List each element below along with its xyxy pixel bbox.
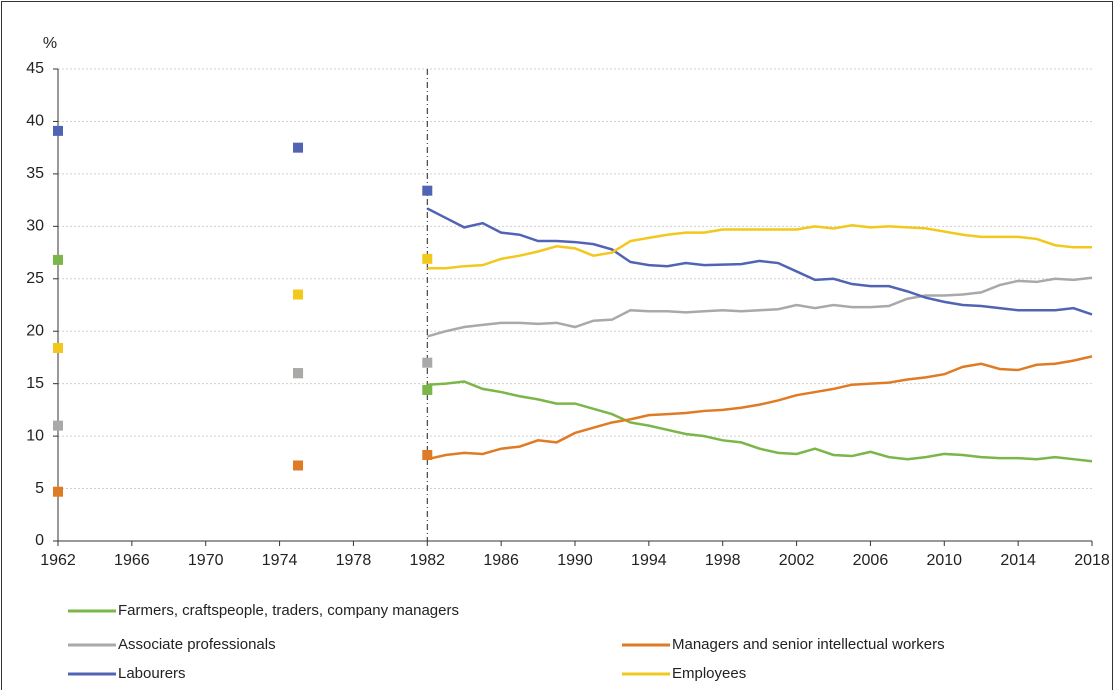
- legend-label: Associate professionals: [118, 636, 276, 653]
- x-tick-label: 1986: [483, 552, 519, 569]
- y-tick-label: 35: [26, 165, 44, 182]
- y-tick-label: 15: [26, 375, 44, 392]
- y-tick-label: 20: [26, 322, 44, 339]
- legend-label: Managers and senior intellectual workers: [672, 636, 945, 653]
- series-line: [426, 207, 1093, 316]
- x-tick-label: 2002: [779, 552, 815, 569]
- y-tick-label: 40: [26, 113, 44, 130]
- census-marker: [293, 289, 304, 300]
- census-marker: [53, 420, 63, 431]
- legend-label: Farmers, craftspeople, traders, company …: [118, 602, 459, 619]
- x-tick-label: 1998: [705, 552, 741, 569]
- y-unit: %: [43, 35, 57, 52]
- census-marker: [422, 384, 433, 395]
- census-marker: [293, 368, 304, 379]
- x-tick-label: 1966: [114, 552, 150, 569]
- series-line: [427, 380, 1093, 463]
- census-marker: [422, 449, 433, 460]
- legend-label: Employees: [672, 665, 746, 682]
- x-tick-label: 1990: [557, 552, 593, 569]
- census-marker: [53, 486, 63, 497]
- census-marker: [53, 254, 63, 265]
- x-tick-label: 1978: [336, 552, 372, 569]
- legend-label: Labourers: [118, 665, 186, 682]
- y-tick-label: 10: [26, 427, 44, 444]
- x-tick-label: 1994: [631, 552, 667, 569]
- y-tick-label: 0: [35, 532, 44, 549]
- x-tick-label: 1970: [188, 552, 224, 569]
- x-tick-label: 2014: [1000, 552, 1036, 569]
- census-marker: [293, 460, 304, 471]
- x-tick-label: 1962: [40, 552, 76, 569]
- x-tick-label: 2006: [853, 552, 889, 569]
- census-marker: [422, 253, 433, 264]
- y-tick-label: 25: [26, 270, 44, 287]
- census-marker: [53, 343, 63, 354]
- x-tick-label: 2010: [926, 552, 962, 569]
- series-line: [426, 276, 1093, 338]
- series-line: [427, 224, 1092, 270]
- x-tick-label: 2018: [1074, 552, 1110, 569]
- census-marker: [422, 357, 433, 368]
- census-marker: [293, 142, 304, 153]
- census-marker: [422, 185, 433, 196]
- x-tick-label: 1974: [262, 552, 298, 569]
- x-tick-label: 1982: [409, 552, 445, 569]
- y-tick-label: 45: [26, 60, 44, 77]
- census-marker: [53, 125, 63, 136]
- y-tick-label: 5: [35, 480, 44, 497]
- series-line: [427, 355, 1093, 461]
- y-tick-label: 30: [26, 218, 44, 235]
